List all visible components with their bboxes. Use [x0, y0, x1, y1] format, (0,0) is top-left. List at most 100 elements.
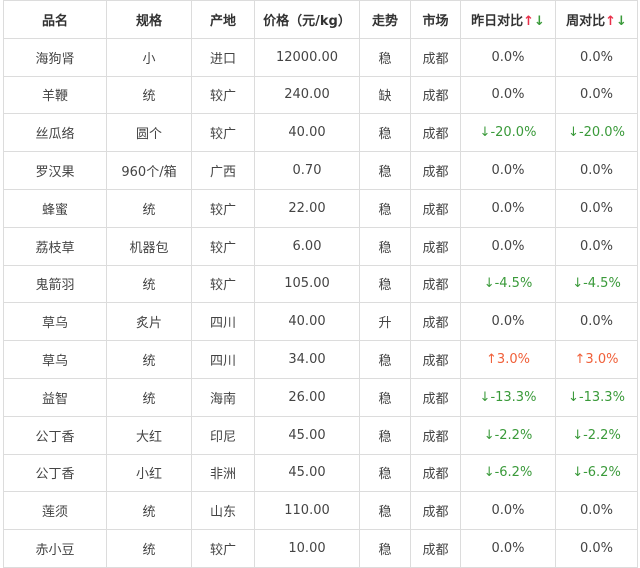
cell-market: 成都 [410, 37, 461, 77]
price-table: 品名 规格 产地 价格（元/kg） 走势 市场 昨日对比↑↓ 周对比↑↓ 海狗肾… [3, 0, 638, 568]
cell-trend: 稳 [359, 37, 411, 77]
cell-week-change: 0.0% [555, 75, 638, 115]
cell-name: 罗汉果 [3, 151, 107, 190]
cell-trend: 稳 [359, 377, 411, 417]
cell-name: 丝瓜络 [3, 113, 107, 153]
cell-spec: 炙片 [106, 302, 192, 342]
table-row: 荔枝草 机器包 较广 6.00 稳成都 0.0% 0.0% [3, 226, 638, 266]
cell-trend: 稳 [359, 453, 411, 493]
cell-spec: 统 [106, 491, 192, 531]
cell-price: 22.00 [254, 188, 360, 228]
cell-week-change: 0.0% [555, 226, 638, 266]
cell-market: 成都 [410, 151, 461, 190]
cell-day-change: 0.0% [460, 188, 556, 228]
cell-spec: 统 [106, 75, 192, 115]
cell-spec: 小红 [106, 453, 192, 493]
cell-spec: 小 [106, 37, 192, 77]
cell-day-change: 0.0% [460, 529, 556, 568]
cell-name: 草乌 [3, 340, 107, 379]
cell-name: 莲须 [3, 491, 107, 531]
table-row: 鬼箭羽统较广 105.00 稳成都 ↓-4.5% ↓-4.5% [3, 264, 638, 304]
cell-day-change: 0.0% [460, 226, 556, 266]
cell-week-change: 0.0% [555, 188, 638, 228]
cell-week-change: 0.0% [555, 491, 638, 531]
table-row: 丝瓜络 圆个 较广 40.00 稳成都 ↓-20.0% ↓-20.0% [3, 113, 638, 153]
cell-week-change: ↓-6.2% [555, 453, 638, 493]
cell-spec: 统 [106, 529, 192, 568]
cell-market: 成都 [410, 340, 461, 379]
cell-spec: 960个/箱 [106, 151, 192, 190]
cell-origin: 海南 [191, 377, 255, 417]
cell-price: 34.00 [254, 340, 360, 379]
col-header-market: 市场 [410, 0, 461, 39]
cell-price: 26.00 [254, 377, 360, 417]
cell-day-change: ↓-20.0% [460, 113, 556, 153]
table-row: 公丁香 大红 印尼 45.00 稳成都 ↓-2.2% ↓-2.2% [3, 415, 638, 455]
cell-day-change: ↓-6.2% [460, 453, 556, 493]
cell-origin: 山东 [191, 491, 255, 531]
cell-origin: 较广 [191, 188, 255, 228]
day-change-label: 昨日对比 [471, 13, 524, 29]
col-header-origin: 产地 [191, 0, 255, 39]
col-header-day-change[interactable]: 昨日对比↑↓ [460, 0, 556, 39]
cell-spec: 机器包 [106, 226, 192, 266]
cell-market: 成都 [410, 113, 461, 153]
cell-day-change: 0.0% [460, 491, 556, 531]
cell-origin: 四川 [191, 302, 255, 342]
cell-market: 成都 [410, 377, 461, 417]
cell-name: 益智 [3, 377, 107, 417]
cell-day-change: ↓-4.5% [460, 264, 556, 304]
cell-day-change: 0.0% [460, 302, 556, 342]
cell-week-change: ↓-20.0% [555, 113, 638, 153]
cell-week-change: ↓-13.3% [555, 377, 638, 417]
cell-name: 羊鞭 [3, 75, 107, 115]
cell-price: 0.70 [254, 151, 360, 190]
cell-origin: 较广 [191, 264, 255, 304]
cell-price: 6.00 [254, 226, 360, 266]
cell-origin: 较广 [191, 226, 255, 266]
cell-market: 成都 [410, 415, 461, 455]
table-row: 海狗肾小进口 12000.00 稳成都 0.0% 0.0% [3, 37, 638, 77]
cell-trend: 稳 [359, 491, 411, 531]
sort-up-icon[interactable]: ↑ [523, 13, 534, 29]
cell-spec: 统 [106, 188, 192, 228]
table-row: 益智统海南 26.00 稳成都 ↓-13.3% ↓-13.3% [3, 377, 638, 417]
cell-trend: 稳 [359, 340, 411, 379]
cell-market: 成都 [410, 226, 461, 266]
cell-origin: 较广 [191, 75, 255, 115]
sort-down-icon[interactable]: ↓ [616, 13, 627, 29]
cell-price: 10.00 [254, 529, 360, 568]
cell-trend: 升 [359, 302, 411, 342]
col-header-name: 品名 [3, 0, 107, 39]
cell-price: 240.00 [254, 75, 360, 115]
cell-spec: 大红 [106, 415, 192, 455]
cell-name: 鬼箭羽 [3, 264, 107, 304]
table-row: 莲须统山东 110.00 稳成都 0.0% 0.0% [3, 491, 638, 531]
col-header-week-change[interactable]: 周对比↑↓ [555, 0, 638, 39]
cell-day-change: 0.0% [460, 37, 556, 77]
cell-day-change: 0.0% [460, 151, 556, 190]
cell-market: 成都 [410, 529, 461, 568]
table-row: 草乌统四川 34.00 稳成都 ↑3.0% ↑3.0% [3, 340, 638, 379]
cell-price: 45.00 [254, 453, 360, 493]
cell-origin: 进口 [191, 37, 255, 77]
cell-name: 公丁香 [3, 453, 107, 493]
cell-market: 成都 [410, 264, 461, 304]
table-row: 罗汉果 960个/箱 广西 0.70 稳成都 0.0% 0.0% [3, 151, 638, 190]
table-row: 草乌 炙片 四川 40.00 升成都 0.0% 0.0% [3, 302, 638, 342]
cell-origin: 印尼 [191, 415, 255, 455]
cell-price: 45.00 [254, 415, 360, 455]
cell-week-change: 0.0% [555, 151, 638, 190]
table-row: 羊鞭统较广 240.00 缺成都 0.0% 0.0% [3, 75, 638, 115]
sort-down-icon[interactable]: ↓ [534, 13, 545, 29]
col-header-trend: 走势 [359, 0, 411, 39]
cell-spec: 统 [106, 264, 192, 304]
col-header-spec: 规格 [106, 0, 192, 39]
week-change-label: 周对比 [566, 13, 606, 29]
sort-up-icon[interactable]: ↑ [605, 13, 616, 29]
cell-week-change: 0.0% [555, 529, 638, 568]
cell-price: 40.00 [254, 302, 360, 342]
cell-name: 荔枝草 [3, 226, 107, 266]
cell-market: 成都 [410, 188, 461, 228]
cell-trend: 稳 [359, 264, 411, 304]
